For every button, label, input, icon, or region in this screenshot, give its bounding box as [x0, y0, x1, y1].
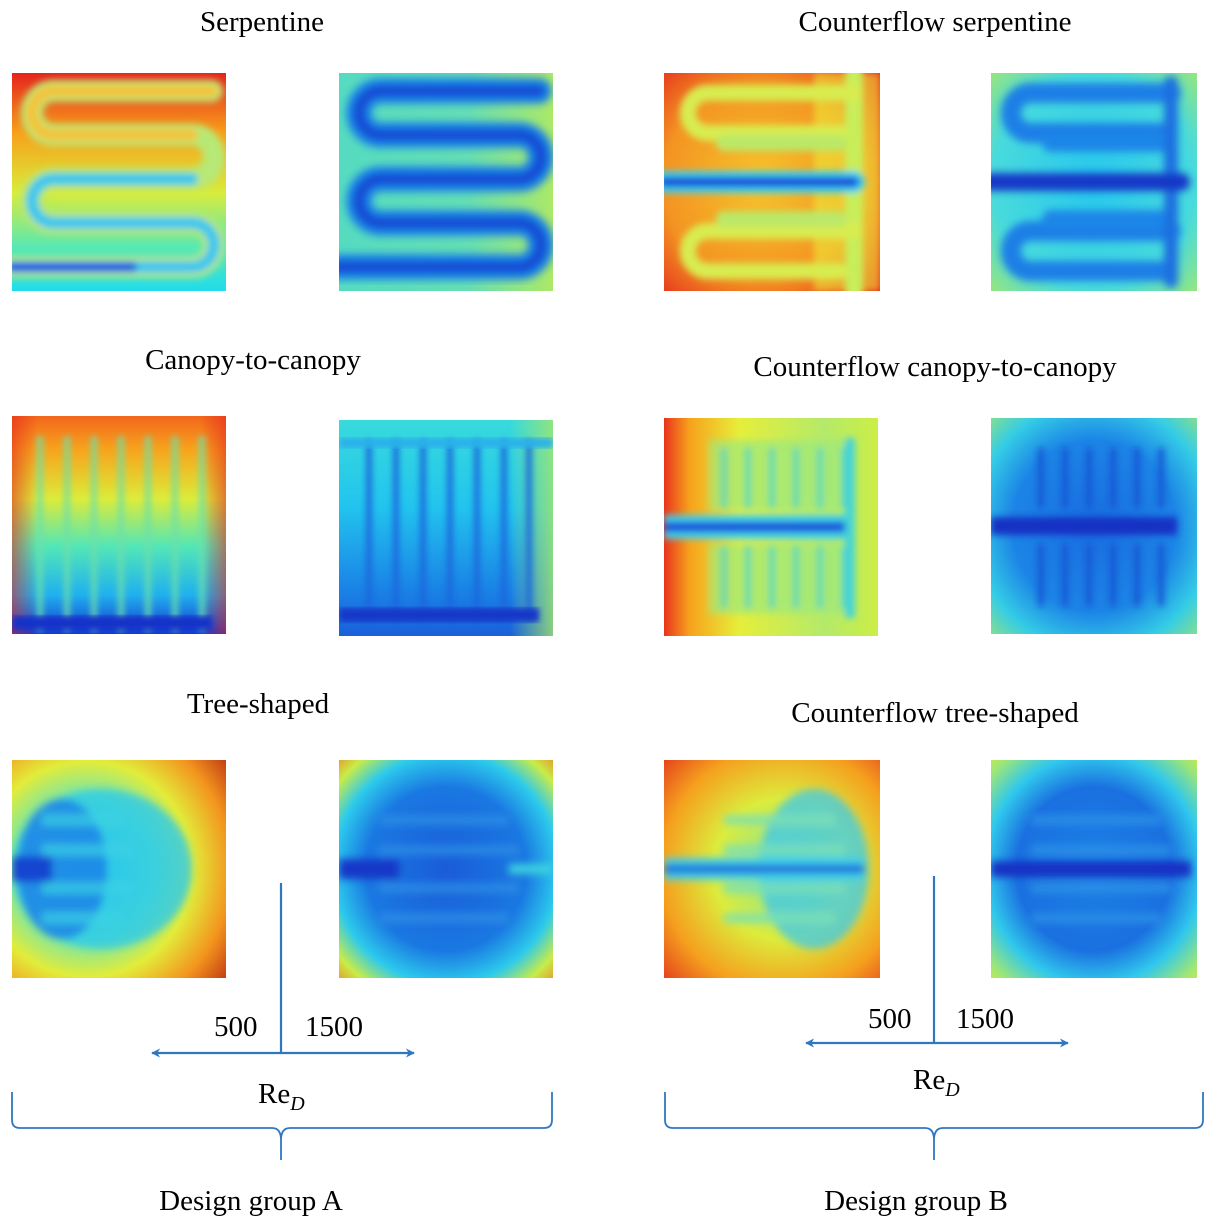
design-title-canopy-to-canopy: Canopy-to-canopy	[145, 344, 361, 376]
re-axis-variable-b: ReD	[913, 1066, 960, 1100]
design-title-counterflow-tree-shaped: Counterflow tree-shaped	[791, 697, 1079, 729]
design-title-counterflow-canopy-to-canopy: Counterflow canopy-to-canopy	[753, 351, 1117, 383]
re-axis-variable-a: ReD	[258, 1080, 305, 1114]
re-axis-left-label-b: 500	[868, 1003, 912, 1035]
temperature-map-counterflow-tree-shaped-high-re	[991, 760, 1197, 978]
temperature-map-counterflow-canopy-to-canopy-low-re	[664, 418, 878, 636]
temperature-map-counterflow-serpentine-low-re	[664, 73, 880, 291]
re-axis-right-label-a: 1500	[305, 1011, 363, 1043]
design-title-tree-shaped: Tree-shaped	[186, 688, 330, 720]
temperature-map-counterflow-serpentine-high-re	[991, 73, 1197, 291]
temperature-map-canopy-to-canopy-high-re	[339, 420, 553, 636]
re-axis-variable-name: Re	[258, 1078, 291, 1110]
re-axis-variable-subscript: D	[290, 1092, 305, 1115]
re-axis-variable-subscript: D	[945, 1078, 960, 1101]
temperature-map-tree-shaped-high-re	[339, 760, 553, 978]
group-label-a: Design group A	[159, 1185, 343, 1217]
brace-group-b	[664, 1092, 1204, 1160]
temperature-map-canopy-to-canopy-low-re	[12, 416, 226, 634]
temperature-map-counterflow-tree-shaped-low-re	[664, 760, 880, 978]
temperature-map-tree-shaped-low-re	[12, 760, 226, 978]
design-title-counterflow-serpentine: Counterflow serpentine	[798, 6, 1072, 38]
group-label-b: Design group B	[824, 1185, 1008, 1217]
temperature-map-counterflow-canopy-to-canopy-high-re	[991, 418, 1197, 634]
temperature-map-serpentine-low-re	[12, 73, 226, 291]
temperature-map-serpentine-high-re	[339, 73, 553, 291]
re-axis-left-label-a: 500	[214, 1011, 258, 1043]
re-axis-right-label-b: 1500	[956, 1003, 1014, 1035]
re-axis-variable-name: Re	[913, 1064, 946, 1096]
design-title-serpentine: Serpentine	[199, 6, 325, 38]
